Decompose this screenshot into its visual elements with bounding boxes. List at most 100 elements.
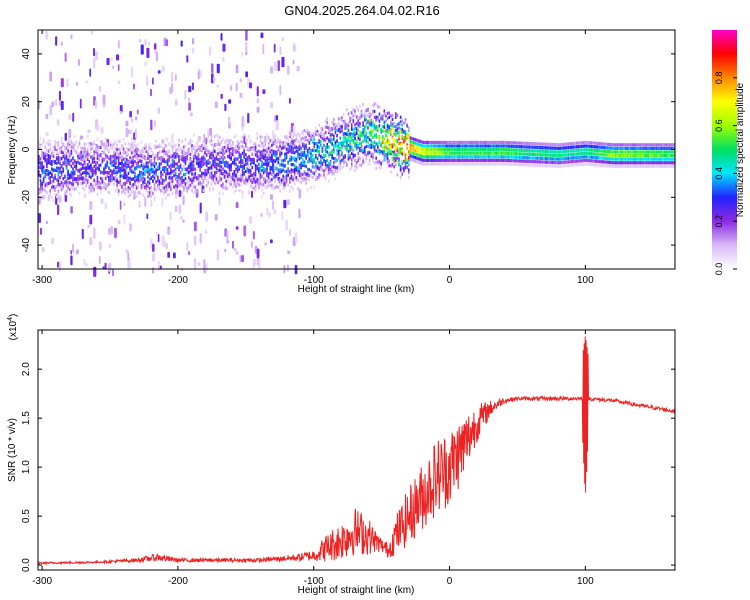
spectrogram-cell <box>254 181 257 186</box>
spectrogram-cell <box>262 141 265 145</box>
spectrogram-cell <box>163 240 166 248</box>
spectrogram-cell <box>487 144 490 148</box>
spectrogram-cell <box>288 133 291 137</box>
spectrogram-cell <box>57 140 60 145</box>
spectrogram-cell <box>311 175 314 180</box>
spectrogram-cell <box>225 149 228 153</box>
spectrogram-cell <box>166 181 169 185</box>
spectrogram-cell <box>72 183 74 187</box>
spectrogram-cell <box>416 145 418 150</box>
spectrogram-cell <box>187 179 190 183</box>
spectrogram-cell <box>316 132 319 136</box>
snr-series <box>37 336 676 566</box>
spectrogram-cell <box>210 141 213 145</box>
spectrogram-cell <box>520 163 523 167</box>
spectrogram-cell <box>207 159 210 163</box>
spectrogram-cell <box>116 143 118 147</box>
spectrogram-cell <box>111 156 113 160</box>
spectrogram-cell <box>437 151 439 155</box>
spectrogram-cell <box>59 179 61 183</box>
spectrogram-cell <box>83 187 86 192</box>
spectrogram-cell <box>590 159 593 163</box>
spectrogram-cell <box>548 142 550 146</box>
spectrogram-cell <box>336 166 338 170</box>
spectrogram-cell <box>187 148 190 153</box>
spectrogram-cell <box>474 155 477 159</box>
spectrogram-cell <box>403 152 405 156</box>
spectrogram-cell <box>67 172 69 176</box>
spectrogram-cell <box>582 141 584 145</box>
spectrogram-cell <box>373 147 376 152</box>
spectrogram-cell <box>173 252 176 259</box>
spectrogram-cell <box>290 142 293 146</box>
spectrogram-cell <box>608 142 611 147</box>
spectrogram-cell <box>156 183 159 188</box>
spectrogram-cell <box>600 149 602 153</box>
spectrogram-cell <box>298 189 302 199</box>
spectrogram-cell <box>342 121 345 125</box>
spectrogram-cell <box>173 160 175 164</box>
snr-y-tick-label: 1.5 <box>21 411 32 425</box>
spectrogram-cell <box>292 135 294 139</box>
spectrogram-cell <box>574 145 576 149</box>
spectrogram-cell <box>171 154 174 158</box>
spectrogram-cell <box>147 156 149 161</box>
spectrogram-x-tick-label: -300 <box>32 275 52 286</box>
spectrogram-cell <box>306 128 309 133</box>
spectrogram-cell <box>166 161 169 165</box>
spectrogram-cell <box>310 159 312 163</box>
spectrogram-cell <box>165 168 167 172</box>
spectrogram-cell <box>91 170 94 174</box>
spectrogram-cell <box>476 151 479 155</box>
spectrogram-cell <box>559 150 562 154</box>
spectrogram-cell <box>647 143 650 147</box>
spectrogram-cell <box>254 146 257 150</box>
spectrogram-cell <box>285 135 288 139</box>
spectrogram-cell <box>244 142 247 146</box>
spectrogram-cell <box>500 144 503 148</box>
spectrogram-cell <box>326 121 329 125</box>
spectrogram-cell <box>562 149 565 154</box>
spectrogram-cell <box>654 143 656 147</box>
spectrogram-cell <box>597 149 599 153</box>
spectrogram-cell <box>614 143 617 147</box>
spectrogram-cell <box>321 132 324 136</box>
spectrogram-cell <box>427 148 430 152</box>
spectrogram-cell <box>541 149 544 153</box>
spectrogram-cell <box>453 151 456 155</box>
spectrogram-cell <box>394 156 397 160</box>
spectrogram-cell <box>315 142 317 146</box>
spectrogram-cell <box>82 171 84 175</box>
spectrogram-cell <box>123 214 126 225</box>
spectrogram-cell <box>360 111 363 115</box>
spectrogram-cell <box>466 158 469 162</box>
spectrogram-cell <box>324 176 327 180</box>
spectrogram-cell <box>386 124 389 128</box>
spectrogram-cell <box>52 145 55 150</box>
spectrogram-cell <box>497 151 500 155</box>
spectrogram-cell <box>186 149 188 153</box>
spectrogram-cell <box>262 177 265 181</box>
spectrogram-cell <box>435 158 438 162</box>
spectrogram-cell <box>592 162 594 167</box>
spectrogram-cell <box>362 121 364 125</box>
spectrogram-cell <box>273 115 277 123</box>
spectrogram-cell <box>302 173 304 177</box>
spectrogram-cell <box>360 141 363 145</box>
spectrogram-cell <box>124 160 126 164</box>
spectrogram-cell <box>556 157 558 161</box>
spectrogram-cell <box>59 175 61 180</box>
spectrogram-cell <box>629 143 632 147</box>
spectrogram-cell <box>104 146 107 150</box>
spectrogram-cell <box>390 146 392 151</box>
spectrogram-cell <box>429 151 431 155</box>
spectrogram-cell <box>375 149 377 153</box>
spectrogram-cell <box>461 140 464 145</box>
spectrogram-cell <box>300 181 303 185</box>
spectrogram-cell <box>567 153 570 157</box>
spectrogram-cell <box>406 160 408 164</box>
spectrogram-cell <box>106 154 109 159</box>
spectrogram-cell <box>202 171 205 176</box>
spectrogram-cell <box>95 150 97 154</box>
spectrogram-cell <box>401 127 404 132</box>
